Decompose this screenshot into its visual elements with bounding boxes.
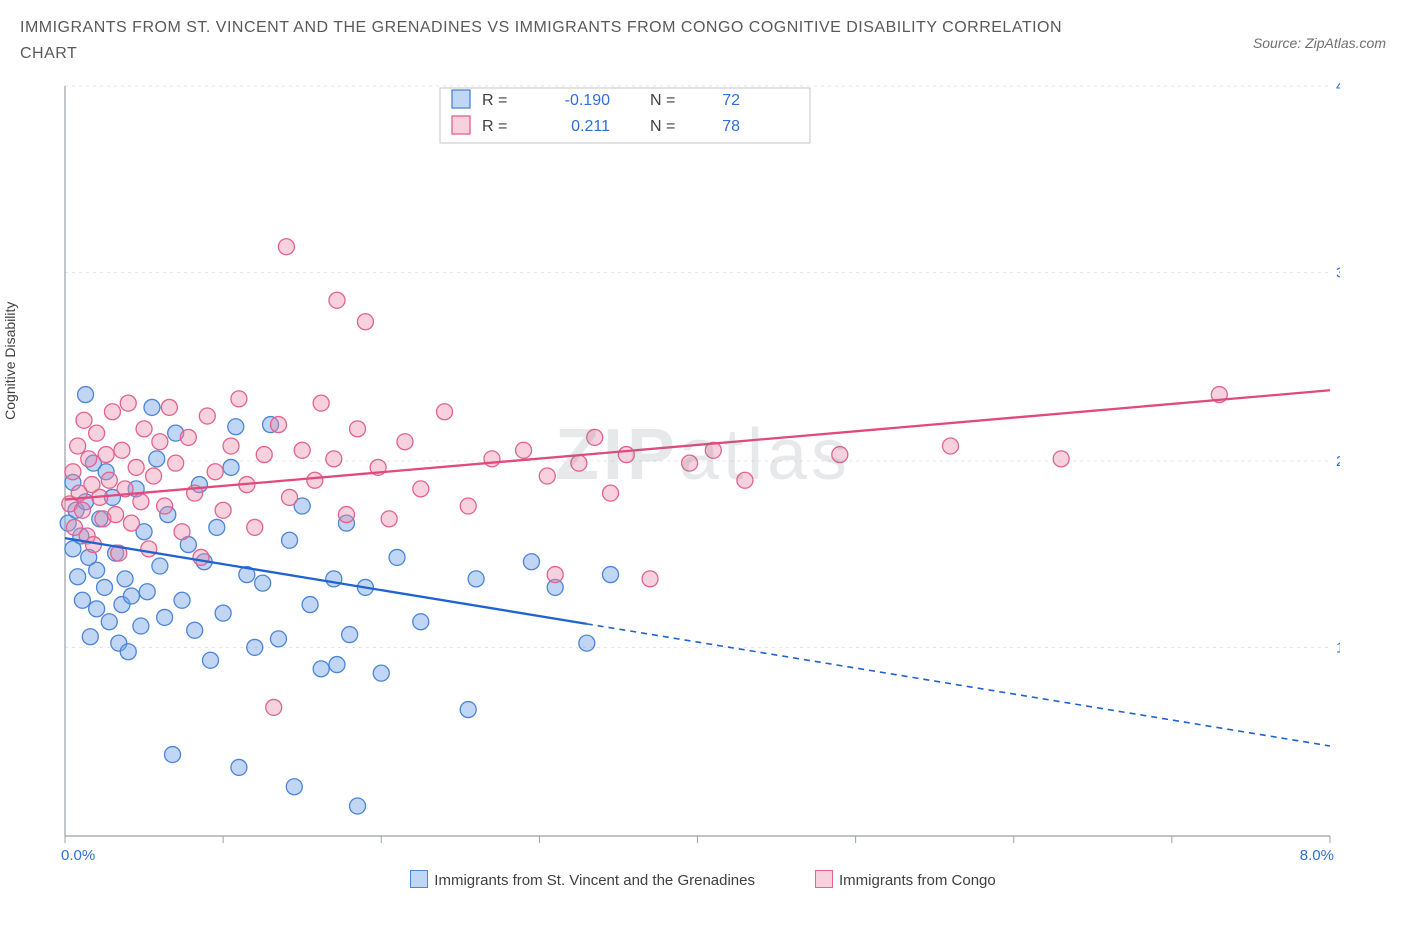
svg-text:R =: R = [482, 118, 507, 135]
source-attribution: Source: ZipAtlas.com [1253, 15, 1386, 51]
bottom-legend: Immigrants from St. Vincent and the Gren… [20, 870, 1386, 889]
svg-text:72: 72 [722, 92, 740, 109]
scatter-chart: 13.8% 22.5% 31.3% 40.0% 0.0% 8.0% R = -0.190 N =… [20, 76, 1340, 866]
svg-text:0.0%: 0.0% [61, 847, 95, 864]
y-axis-label: Cognitive Disability [2, 302, 18, 420]
svg-text:R =: R = [482, 92, 507, 109]
svg-text:78: 78 [722, 118, 740, 135]
svg-text:40.0%: 40.0% [1336, 78, 1340, 95]
legend-item-congo: Immigrants from Congo [815, 870, 996, 889]
svg-text:31.3%: 31.3% [1336, 265, 1340, 282]
legend-label: Immigrants from St. Vincent and the Gren… [434, 872, 755, 889]
header-row: IMMIGRANTS FROM ST. VINCENT AND THE GREN… [20, 15, 1386, 66]
svg-text:8.0%: 8.0% [1300, 847, 1334, 864]
chart-container: Cognitive Disability 13.8%22.5%31.3%40.0… [20, 76, 1386, 866]
svg-text:0.211: 0.211 [571, 118, 610, 135]
legend-label: Immigrants from Congo [839, 872, 996, 889]
legend-item-svg: Immigrants from St. Vincent and the Gren… [410, 870, 755, 889]
svg-text:13.8%: 13.8% [1336, 640, 1340, 657]
chart-title: IMMIGRANTS FROM ST. VINCENT AND THE GREN… [20, 15, 1120, 66]
svg-text:22.5%: 22.5% [1336, 453, 1340, 470]
svg-text:N =: N = [650, 118, 675, 135]
svg-text:-0.190: -0.190 [565, 92, 610, 109]
svg-text:N =: N = [650, 92, 675, 109]
